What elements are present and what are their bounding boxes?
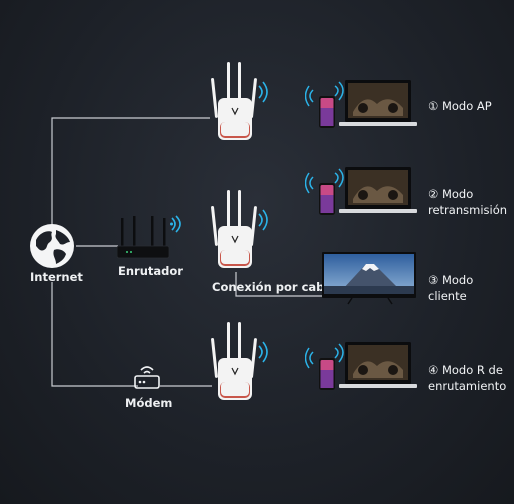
mode-ap-label: ① Modo AP	[428, 98, 492, 114]
mode-routing-line2: enrutamiento	[428, 379, 507, 393]
device-group-routing	[304, 340, 423, 398]
tv-node	[322, 252, 418, 310]
wifi-extender-icon	[211, 62, 268, 140]
wifi-extender-middle	[210, 190, 270, 276]
wifi-signal-icon	[304, 85, 314, 107]
mode-retransmission-label: ② Modo retransmisión	[428, 186, 507, 218]
wifi-extender-bottom	[210, 322, 270, 408]
device-group-ap	[304, 78, 423, 136]
wifi-signal-icon	[170, 215, 181, 233]
wifi-signal-icon	[304, 172, 314, 194]
wifi-extender-icon	[211, 322, 268, 400]
internet-node	[28, 222, 76, 274]
laptop-icon	[339, 167, 417, 213]
router-label: Enrutador	[118, 264, 183, 278]
line-internet-to-modem	[51, 282, 138, 387]
line-cable-to-tv	[235, 272, 322, 297]
modem-label: Módem	[125, 396, 173, 410]
internet-label: Internet	[30, 270, 83, 284]
modem-node	[133, 364, 161, 396]
phone-icon	[319, 358, 335, 390]
wifi-signal-icon	[304, 347, 314, 369]
laptop-icon	[339, 80, 417, 126]
modem-icon	[134, 366, 160, 389]
phone-icon	[319, 183, 335, 215]
wifi-extender-ap	[210, 62, 270, 148]
mode-client-label: ③ Modo cliente	[428, 272, 514, 304]
mode-ap-line1: ① Modo AP	[428, 99, 492, 113]
phone-icon	[319, 96, 335, 128]
mode-routing-line1: ④ Modo R de	[428, 363, 503, 377]
router-icon	[116, 216, 170, 259]
router-node	[116, 216, 175, 266]
mode-client-line1: ③ Modo cliente	[428, 273, 474, 303]
mode-routing-label: ④ Modo R de enrutamiento	[428, 362, 506, 394]
wifi-signal-icon	[334, 168, 344, 188]
laptop-icon	[339, 342, 417, 388]
mode-retransmission-line2: retransmisión	[428, 203, 508, 217]
wifi-extender-icon	[211, 190, 268, 268]
wifi-signal-icon	[334, 343, 344, 363]
mode-retransmission-line1: ② Modo	[428, 187, 474, 201]
cable-label: Conexión por cable	[212, 280, 337, 294]
device-group-retransmission	[304, 165, 423, 223]
wifi-signal-icon	[334, 81, 344, 101]
globe-icon	[30, 224, 74, 268]
tv-icon	[322, 252, 416, 305]
line-internet-to-ap	[51, 117, 210, 226]
